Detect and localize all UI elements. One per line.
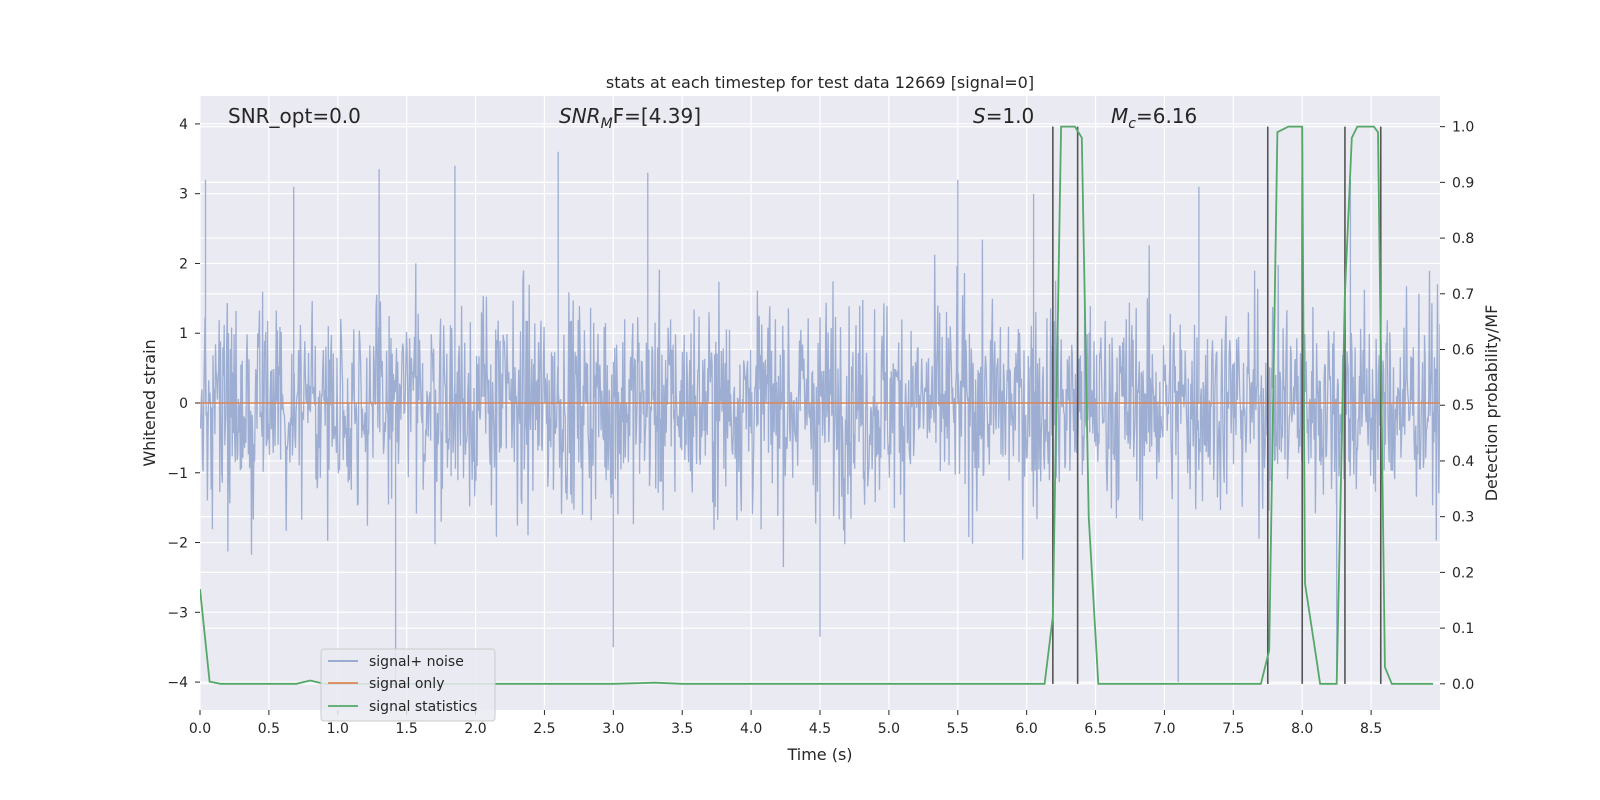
x-tick-label: 1.5: [396, 721, 418, 737]
y-right-tick-label: 0.1: [1452, 621, 1474, 637]
x-tick-label: 8.0: [1291, 721, 1313, 737]
x-tick-label: 8.5: [1360, 721, 1382, 737]
y-left-tick-label: −3: [167, 605, 188, 621]
legend-box: [320, 648, 496, 722]
legend-label-signal-statistics: signal statistics: [369, 699, 477, 715]
y-left-tick-label: −4: [167, 675, 188, 691]
annotation-mc-sub: c: [1128, 116, 1136, 132]
chart-title: stats at each timestep for test data 126…: [606, 73, 1034, 92]
annotation-s: S=1.0: [973, 104, 1034, 128]
y-left-tick-label: 0: [179, 396, 188, 412]
annotation-s-base: S: [973, 104, 986, 128]
x-tick-label: 2.5: [533, 721, 555, 737]
y-right-tick-label: 0.4: [1452, 454, 1474, 470]
annotation-snr-mf-tail: F=[4.39]: [613, 104, 701, 128]
annotation-snr-mf-base: SNR: [559, 104, 601, 128]
annotation-mc: Mc=6.16: [1111, 104, 1197, 132]
y-right-tick-label: 0.9: [1452, 175, 1474, 191]
y-left-tick-label: −2: [167, 536, 188, 552]
legend-label-signal-noise: signal+ noise: [369, 654, 464, 670]
x-tick-label: 4.5: [809, 721, 831, 737]
y-left-tick-label: −1: [167, 466, 188, 482]
y-right-tick-label: 0.2: [1452, 565, 1474, 581]
x-axis-ticks: 0.0 0.5 1.0 1.5 2.0 2.5 3.0 3.5 4.0 4.5 5.0 5.5 6.0 6…: [189, 710, 1382, 737]
x-tick-label: 7.0: [1153, 721, 1175, 737]
legend-label-signal-only: signal only: [369, 676, 444, 692]
x-tick-label: 4.0: [740, 721, 762, 737]
x-tick-label: 1.0: [327, 721, 349, 737]
x-tick-label: 3.0: [602, 721, 624, 737]
annotation-snr-mf-sub: M: [601, 116, 613, 132]
x-axis-label: Time (s): [786, 745, 852, 764]
y-right-tick-label: 0.0: [1452, 677, 1474, 693]
x-tick-label: 6.5: [1084, 721, 1106, 737]
y-right-axis-ticks: 0.0 0.1 0.2 0.3 0.4 0.5 0.6 0.7 0.8 0.9 1.0: [1440, 120, 1474, 693]
legend: signal+ noise signal only signal statist…: [320, 648, 496, 722]
y-left-axis-label: Whitened strain: [140, 339, 159, 466]
x-tick-label: 6.0: [1016, 721, 1038, 737]
x-tick-label: 0.0: [189, 721, 211, 737]
annotation-s-tail: =1.0: [986, 104, 1035, 128]
y-right-tick-label: 1.0: [1452, 120, 1474, 136]
y-right-tick-label: 0.5: [1452, 398, 1474, 414]
annotation-snr-opt: SNR_opt=0.0: [228, 104, 361, 128]
y-right-tick-label: 0.8: [1452, 231, 1474, 247]
y-right-tick-label: 0.3: [1452, 510, 1474, 526]
x-tick-label: 5.5: [947, 721, 969, 737]
series-signal-noise: [200, 151, 1440, 686]
data-series: [200, 151, 1440, 686]
y-left-axis-ticks: −4 −3 −2 −1 0 1 2 3 4: [167, 117, 200, 691]
y-left-tick-label: 2: [179, 256, 188, 272]
x-tick-label: 7.5: [1222, 721, 1244, 737]
annotation-mc-base: M: [1111, 104, 1128, 128]
y-left-tick-label: 4: [179, 117, 188, 133]
x-tick-label: 5.0: [878, 721, 900, 737]
y-right-tick-label: 0.6: [1452, 343, 1474, 359]
x-tick-label: 3.5: [671, 721, 693, 737]
y-left-tick-label: 1: [179, 326, 188, 342]
y-right-axis-label: Detection probability/MF: [1482, 305, 1501, 502]
annotation-mc-tail: =6.16: [1136, 104, 1197, 128]
annotation-snr-mf: SNRMF=[4.39]: [559, 104, 701, 132]
y-left-tick-label: 3: [179, 187, 188, 203]
x-tick-label: 0.5: [258, 721, 280, 737]
x-tick-label: 2.0: [464, 721, 486, 737]
y-right-tick-label: 0.7: [1452, 287, 1474, 303]
